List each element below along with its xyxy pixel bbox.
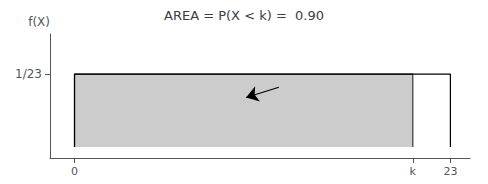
svg-text:f(X): f(X) — [28, 15, 50, 29]
svg-text:0: 0 — [71, 165, 78, 178]
svg-text:AREA = P(X < k) = 0.90: AREA = P(X < k) = 0.90 — [164, 8, 324, 23]
svg-text:k: k — [410, 165, 417, 178]
svg-text:1/23: 1/23 — [15, 67, 42, 81]
svg-text:23: 23 — [443, 165, 457, 178]
